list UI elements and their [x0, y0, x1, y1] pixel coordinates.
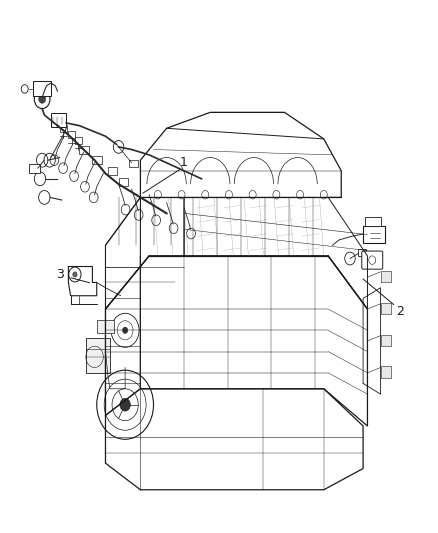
Text: 1: 1	[180, 156, 188, 169]
Circle shape	[123, 327, 128, 334]
FancyBboxPatch shape	[60, 125, 67, 132]
FancyBboxPatch shape	[97, 320, 114, 333]
FancyBboxPatch shape	[358, 249, 366, 256]
FancyBboxPatch shape	[365, 217, 381, 225]
FancyBboxPatch shape	[381, 367, 392, 378]
FancyBboxPatch shape	[75, 137, 82, 144]
FancyBboxPatch shape	[92, 157, 102, 165]
Text: 3: 3	[56, 268, 64, 281]
Circle shape	[39, 95, 46, 103]
FancyBboxPatch shape	[33, 82, 51, 96]
FancyBboxPatch shape	[68, 132, 75, 139]
FancyBboxPatch shape	[29, 164, 40, 173]
FancyBboxPatch shape	[381, 271, 392, 282]
FancyBboxPatch shape	[130, 160, 138, 166]
FancyBboxPatch shape	[51, 114, 66, 127]
Text: 2: 2	[396, 305, 404, 318]
FancyBboxPatch shape	[363, 225, 385, 243]
FancyBboxPatch shape	[381, 303, 392, 314]
FancyBboxPatch shape	[381, 335, 392, 346]
FancyBboxPatch shape	[119, 177, 128, 185]
FancyBboxPatch shape	[108, 167, 117, 175]
Circle shape	[120, 398, 131, 411]
Circle shape	[73, 272, 77, 277]
FancyBboxPatch shape	[86, 338, 110, 373]
FancyBboxPatch shape	[79, 146, 89, 154]
FancyBboxPatch shape	[362, 251, 383, 269]
